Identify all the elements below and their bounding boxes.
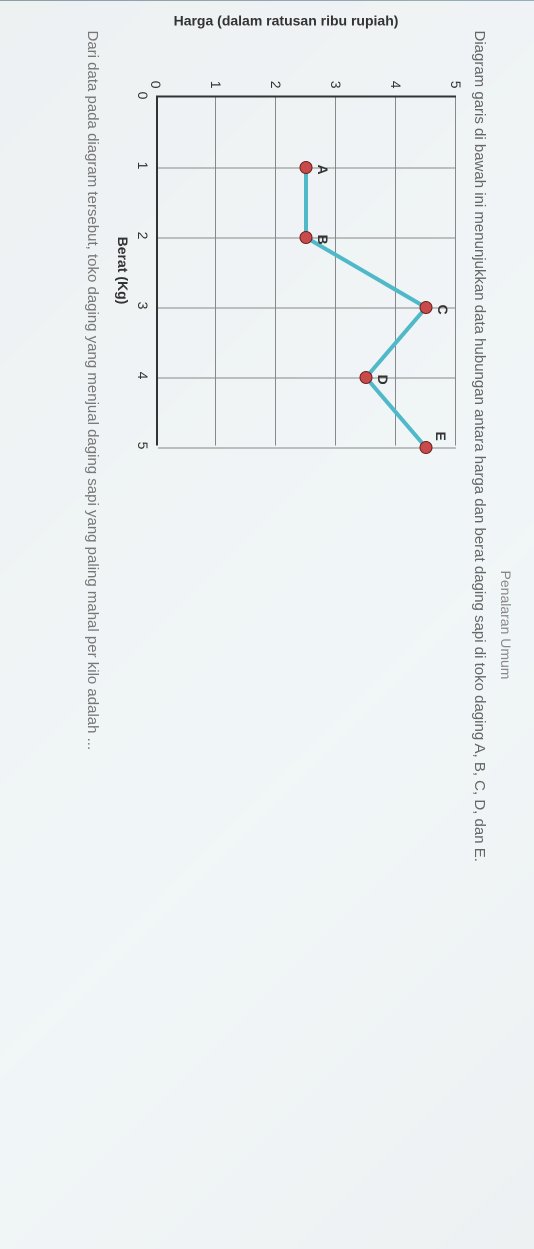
- x-tick-label: 3: [135, 301, 151, 309]
- point-label: C: [435, 304, 451, 314]
- x-tick-label: 2: [135, 231, 151, 239]
- point-label: A: [315, 164, 331, 174]
- x-ticks: 012345: [131, 95, 151, 445]
- data-point: [420, 441, 432, 453]
- y-tick-label: 1: [208, 80, 224, 88]
- data-point: [300, 231, 312, 243]
- chart-line: [306, 167, 426, 447]
- page: Penalaran Umum Diagram garis di bawah in…: [0, 0, 534, 1249]
- x-tick-label: 4: [135, 371, 151, 379]
- x-tick-label: 1: [135, 161, 151, 169]
- chart-svg: A B C D E: [158, 97, 456, 445]
- point-label: E: [433, 431, 449, 440]
- point-label: D: [375, 374, 391, 384]
- x-tick-label: 5: [135, 441, 151, 449]
- y-tick-label: 2: [268, 80, 284, 88]
- plot-area: A B C D E: [156, 95, 456, 445]
- data-point: [300, 161, 312, 173]
- y-ticks: 012345: [156, 68, 456, 88]
- data-point: [360, 371, 372, 383]
- x-axis-label: Berat (Kg): [115, 95, 131, 445]
- gridline-v: [158, 447, 456, 448]
- y-tick-label: 3: [328, 80, 344, 88]
- chart: Harga (dalam ratusan ribu rupiah) 012345…: [116, 40, 456, 470]
- y-tick-label: 5: [448, 80, 464, 88]
- point-label: B: [315, 234, 331, 244]
- y-axis-label: Harga (dalam ratusan ribu rupiah): [174, 12, 399, 28]
- intro-text: Diagram garis di bawah ini menunjukkan d…: [471, 30, 488, 1219]
- y-tick-label: 4: [388, 80, 404, 88]
- y-tick-label: 0: [148, 80, 164, 88]
- x-tick-label: 0: [135, 91, 151, 99]
- data-point: [420, 301, 432, 313]
- question-text: Dari data pada diagram tersebut, toko da…: [84, 30, 101, 1219]
- section-heading: Penalaran Umum: [498, 30, 514, 1219]
